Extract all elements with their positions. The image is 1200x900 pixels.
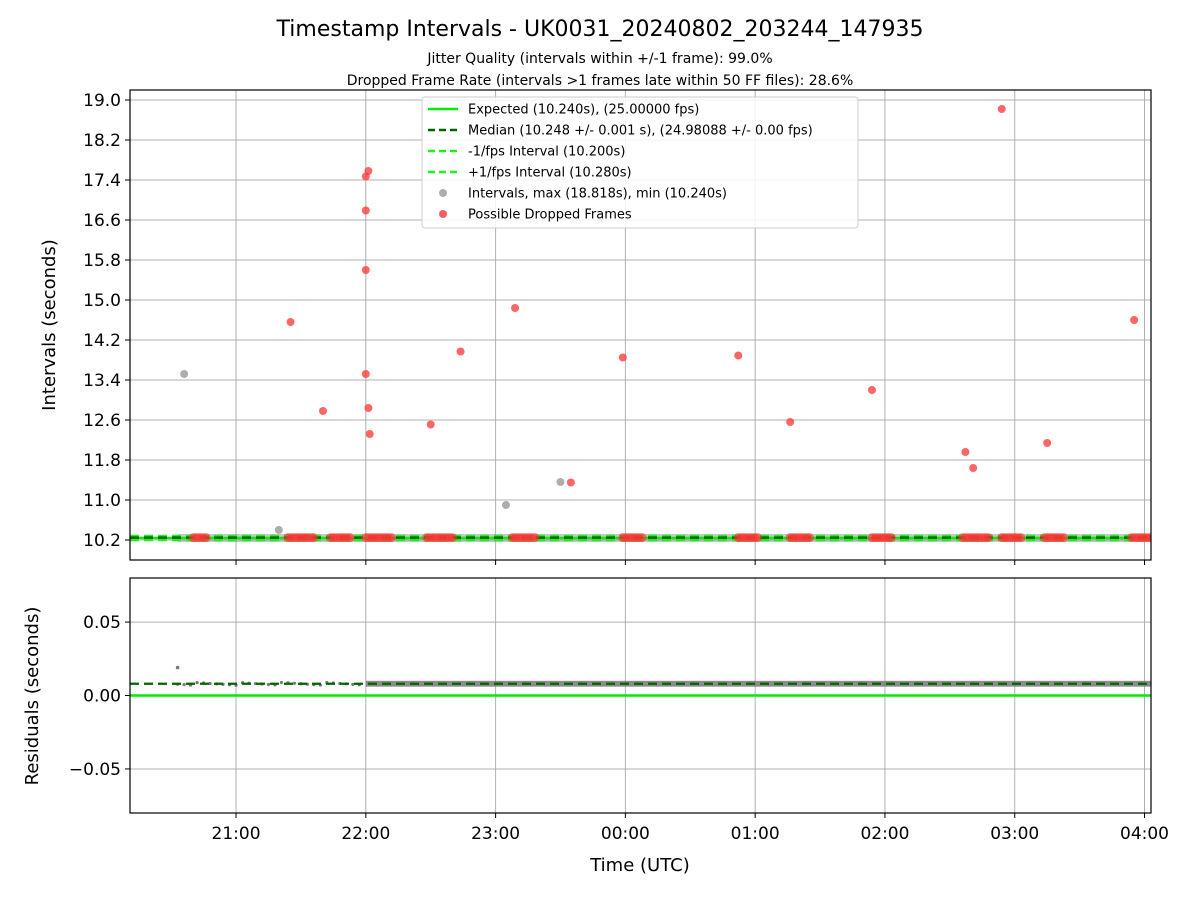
residual-point [195, 680, 199, 685]
dropped-frame-point [447, 533, 457, 543]
dropped-frame-point [364, 404, 373, 412]
dropped-frame-point [201, 533, 211, 543]
interval-point [180, 370, 189, 378]
legend-marker [439, 189, 447, 197]
x-tick-label: 22:00 [341, 824, 390, 844]
residual-point [292, 681, 297, 685]
interval-point [501, 501, 510, 509]
dropped-frame-point [637, 533, 647, 543]
intervals-y-tick-label: 15.8 [83, 251, 121, 271]
x-tick-label: 00:00 [601, 824, 650, 844]
dropped-frame-point [318, 407, 327, 415]
intervals-y-tick-label: 10.2 [83, 531, 121, 551]
legend-label: +1/fps Interval (10.280s) [468, 166, 632, 181]
residuals-y-ticks: 0.05 0.00 −0.05 [69, 613, 130, 780]
x-tick-label: 21:00 [212, 824, 261, 844]
residuals-x-ticks: 21:00 22:00 23:00 00:00 01:00 02:00 03:00 04:00 [212, 813, 1169, 844]
intervals-y-tick-label: 18.2 [83, 131, 121, 151]
dropped-frame-point [961, 448, 970, 456]
intervals-y-axis-label: Intervals (seconds) [39, 239, 60, 411]
residual-point [182, 683, 186, 687]
dropped-frame-point [1059, 533, 1069, 543]
x-tick-label: 01:00 [731, 824, 780, 844]
dropped-frame-point [786, 418, 795, 426]
dropped-frame-point [886, 533, 896, 543]
interval-point [274, 526, 283, 534]
residuals-y-axis-label: Residuals (seconds) [22, 607, 43, 786]
intervals-grid [130, 90, 1151, 560]
dropped-frame-point [530, 533, 540, 543]
residual-point [279, 680, 284, 685]
dropped-frame-point [1146, 533, 1151, 543]
intervals-y-tick-label: 14.2 [83, 331, 121, 351]
chart-subtitle-dropped: Dropped Frame Rate (intervals >1 frames … [347, 73, 854, 89]
dropped-frame-point [511, 304, 520, 312]
intervals-y-tick-label: 11.0 [83, 491, 121, 511]
dropped-frame-point [426, 420, 435, 429]
intervals-y-tick-label: 11.8 [83, 451, 121, 471]
dropped-frame-point [456, 347, 465, 356]
legend-label: -1/fps Interval (10.200s) [468, 145, 625, 160]
dropped-frame-point [1043, 439, 1052, 447]
dropped-frame-point [566, 478, 575, 487]
x-tick-label: 03:00 [990, 824, 1039, 844]
dropped-frame-point [1130, 316, 1139, 324]
dropped-frame-point [365, 430, 374, 438]
residuals-y-tick-label: 0.00 [83, 687, 121, 707]
dropped-frame-point [286, 318, 295, 326]
dropped-frame-point [804, 533, 814, 543]
intervals-y-tick-label: 12.6 [83, 411, 121, 431]
dropped-frame-point [361, 206, 370, 215]
legend: Expected (10.240s), (25.00000 fps) Median… [421, 96, 859, 229]
x-tick-label: 02:00 [860, 824, 909, 844]
dropped-frame-point [752, 533, 762, 543]
chart-title: Timestamp Intervals - UK0031_20240802_20… [276, 17, 924, 42]
dropped-frame-point [618, 353, 627, 362]
intervals-y-tick-label: 16.6 [83, 211, 121, 231]
dropped-frame-point [867, 386, 876, 394]
residuals-y-tick-label: −0.05 [69, 760, 121, 780]
intervals-axes-frame [129, 89, 1152, 561]
residual-point [351, 682, 355, 686]
intervals-y-tick-label: 13.4 [83, 371, 121, 391]
residual-point [208, 681, 212, 686]
intervals-y-ticks: 10.2 11.0 11.8 12.6 13.4 14.2 15.0 15.8 16.6 17.4… [83, 91, 130, 551]
residuals-panel: 0.05 0.00 −0.05 21:00 22:00 23:00 00:00 01:00 0… [22, 577, 1169, 876]
dropped-frame-point [734, 351, 743, 360]
intervals-y-tick-label: 17.4 [83, 171, 121, 191]
legend-label: Median (10.248 +/- 0.001 s), (24.98088 +… [468, 124, 813, 139]
dropped-frame-point [309, 533, 319, 543]
dropped-frame-point [345, 533, 355, 543]
dropped-frame-point [969, 464, 978, 472]
x-tick-label: 23:00 [471, 824, 520, 844]
dropped-frame-point [983, 533, 993, 543]
intervals-y-tick-label: 15.0 [83, 291, 121, 311]
dropped-frame-point [386, 533, 396, 543]
residuals-y-tick-label: 0.05 [83, 613, 121, 633]
x-axis-label: Time (UTC) [589, 855, 690, 876]
legend-label: Possible Dropped Frames [468, 208, 632, 223]
intervals-y-tick-label: 19.0 [83, 91, 121, 111]
dropped-frame-point [1016, 533, 1026, 543]
interval-point [556, 478, 565, 486]
intervals-x-ticks [235, 560, 1146, 565]
residuals-plot-area [130, 665, 1151, 697]
intervals-plot-area [130, 105, 1151, 543]
chart-subtitle-jitter: Jitter Quality (intervals within +/-1 fr… [426, 51, 772, 67]
x-tick-label: 04:00 [1120, 824, 1169, 844]
legend-box [421, 96, 859, 229]
residual-point [175, 665, 180, 670]
dropped-frame-point [361, 266, 370, 274]
legend-label: Expected (10.240s), (25.00000 fps) [468, 103, 699, 118]
residual-dense-band [365, 680, 1151, 687]
dropped-frame-point [361, 370, 370, 378]
legend-label: Intervals, max (18.818s), min (10.240s) [468, 187, 727, 202]
legend-marker [439, 210, 447, 218]
dropped-frame-point [997, 105, 1006, 113]
residual-point [266, 682, 271, 687]
dropped-frame-point [364, 167, 373, 175]
intervals-panel: 10.2 11.0 11.8 12.6 13.4 14.2 15.0 15.8 16.6 17.4… [39, 89, 1152, 565]
